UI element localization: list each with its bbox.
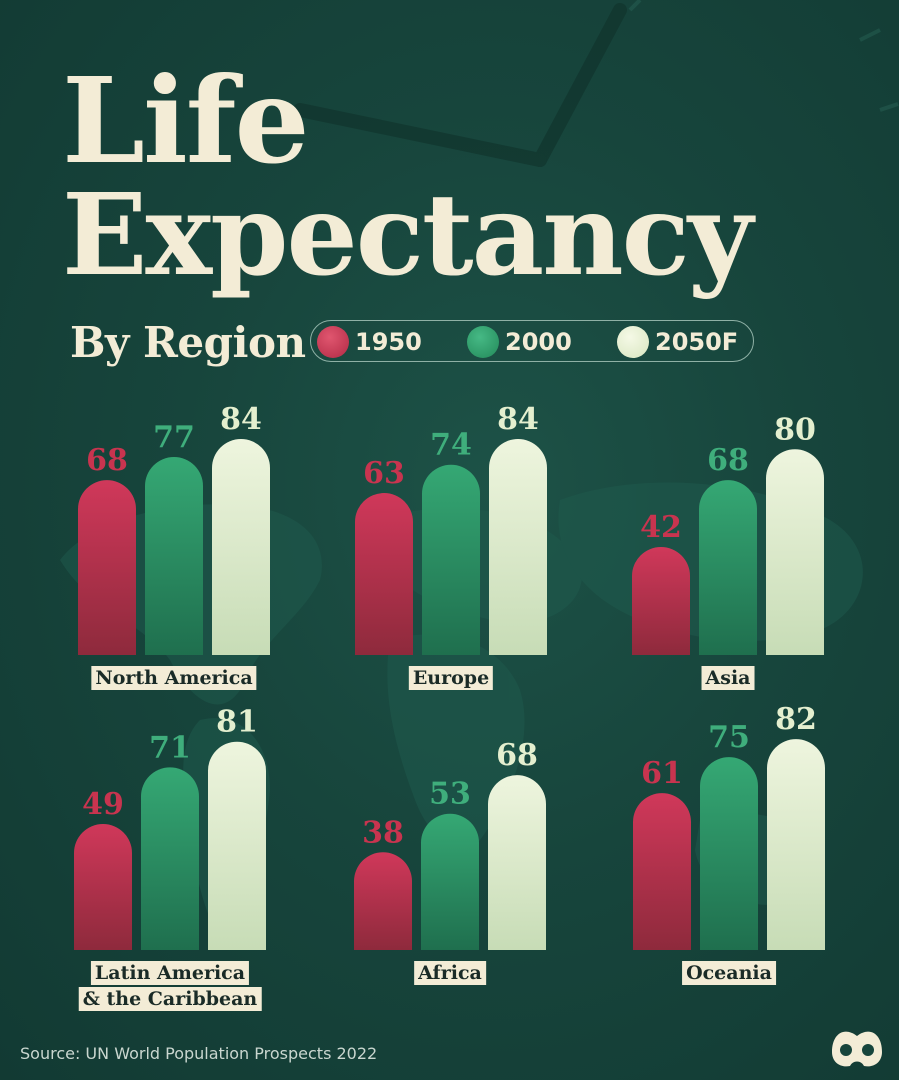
region-label-north-america: North America (91, 666, 257, 690)
bar-oceania-2000 (700, 757, 758, 950)
bar-asia-2000 (699, 480, 757, 655)
bar-europe-1950 (355, 493, 413, 655)
bar-asia-1950 (632, 547, 690, 655)
bar-europe-2000 (422, 464, 480, 655)
chart-title-line-1: Life (62, 51, 310, 190)
region-label-latin-america-the-caribbean-line-1: Latin America (90, 961, 250, 985)
bar-north-america-2000 (145, 457, 203, 655)
value-label-asia-1950: 42 (640, 510, 682, 545)
legend-swatch-1950 (317, 326, 349, 358)
bar-latin-america-the-caribbean-2000 (141, 767, 199, 950)
value-label-oceania-2000: 75 (708, 720, 750, 755)
value-label-latin-america-the-caribbean-2050f: 81 (216, 705, 258, 740)
value-label-north-america-1950: 68 (86, 443, 128, 478)
value-label-europe-2000: 74 (430, 428, 472, 463)
value-label-africa-2050f: 68 (496, 738, 538, 773)
legend-label-2000: 2000 (505, 328, 572, 356)
value-label-africa-1950: 38 (362, 815, 404, 850)
chart-title-line-2: Expectancy (62, 170, 753, 301)
bar-latin-america-the-caribbean-1950 (74, 824, 132, 950)
legend-item-2050f: 2050F (617, 326, 738, 358)
region-label-europe: Europe (408, 666, 494, 690)
value-label-oceania-1950: 61 (641, 756, 683, 791)
legend-swatch-2000 (467, 326, 499, 358)
region-label-latin-america-the-caribbean-line-2: & the Caribbean (78, 987, 262, 1011)
legend-label-2050f: 2050F (655, 328, 739, 356)
value-label-africa-2000: 53 (429, 777, 471, 812)
bar-asia-2050f (766, 449, 824, 655)
bar-latin-america-the-caribbean-2050f (208, 741, 266, 950)
bar-africa-2050f (488, 775, 546, 950)
bar-oceania-2050f (767, 739, 825, 950)
legend-item-2000: 2000 (467, 326, 572, 358)
value-label-latin-america-the-caribbean-1950: 49 (82, 787, 124, 822)
legend-item-1950: 1950 (317, 326, 422, 358)
value-label-europe-1950: 63 (363, 456, 405, 491)
legend-label-1950: 1950 (355, 328, 422, 356)
region-label-asia: Asia (701, 666, 755, 690)
bar-north-america-2050f (212, 439, 270, 655)
value-label-latin-america-the-caribbean-2000: 71 (149, 730, 191, 765)
region-label-africa: Africa (414, 961, 486, 985)
legend-swatch-2050f (617, 326, 649, 358)
value-label-north-america-2000: 77 (153, 420, 195, 455)
value-label-asia-2000: 68 (707, 443, 749, 478)
source-note: Source: UN World Population Prospects 20… (20, 1044, 378, 1063)
legend: 1950 2000 2050F (310, 320, 754, 362)
bar-oceania-1950 (633, 793, 691, 950)
brand-logo-icon (832, 1031, 882, 1067)
bar-africa-1950 (354, 852, 412, 950)
value-label-europe-2050f: 84 (497, 402, 539, 437)
value-label-asia-2050f: 80 (774, 412, 816, 447)
value-label-oceania-2050f: 82 (775, 702, 817, 737)
bar-africa-2000 (421, 813, 479, 950)
bar-north-america-1950 (78, 480, 136, 655)
bar-europe-2050f (489, 439, 547, 655)
chart-subtitle: By Region (70, 318, 306, 367)
value-label-north-america-2050f: 84 (220, 402, 262, 437)
region-label-oceania: Oceania (682, 961, 776, 985)
